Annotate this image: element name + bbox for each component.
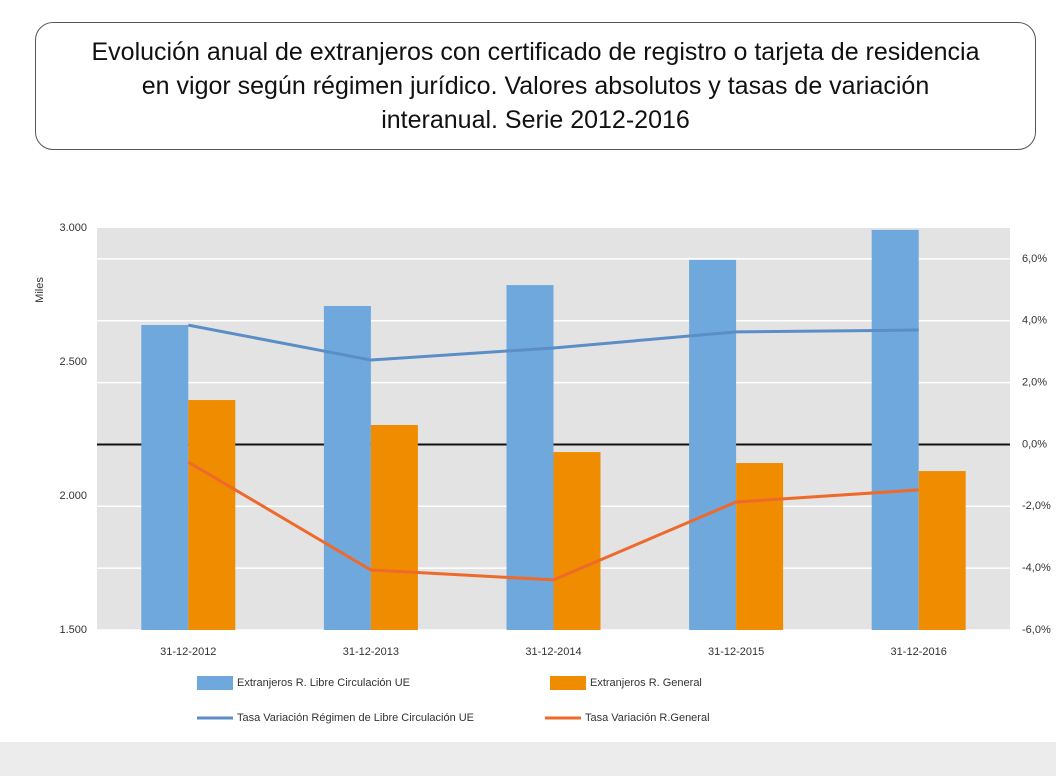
footer-band (0, 742, 1056, 776)
legend-label: Extranjeros R. General (590, 677, 702, 689)
x-tick-label: 31-12-2014 (525, 646, 581, 658)
legend-swatch (197, 676, 233, 690)
legend-label: Tasa Variación R.General (585, 712, 710, 724)
x-tick-label: 31-12-2015 (708, 646, 764, 658)
bar (689, 259, 737, 630)
y2-tick-label: 2,0% (1022, 377, 1047, 389)
y-tick-label: 3.000 (59, 222, 87, 234)
chart-title: Evolución anual de extranjeros con certi… (91, 38, 980, 134)
y2-tick-label: -6,0% (1022, 624, 1051, 636)
legend-label: Extranjeros R. Libre Circulación UE (237, 677, 410, 689)
chart: Miles 1.500 2.000 2.500 3.000 -6,0% -4,0% -2,0… (34, 222, 1051, 724)
y-axis-label: Miles (34, 277, 46, 303)
bar (871, 229, 919, 630)
y2-tick-label: 4,0% (1022, 315, 1047, 327)
legend-label: Tasa Variación Régimen de Libre Circulac… (237, 712, 474, 724)
line (188, 323, 919, 362)
legend-swatch (550, 676, 586, 690)
y2-tick-label: 6,0% (1022, 253, 1047, 265)
bar (506, 285, 554, 630)
x-tick-label: 31-12-2013 (343, 646, 399, 658)
bar (141, 325, 189, 630)
y2-tick-label: 0,0% (1022, 438, 1047, 450)
y-tick-label: 2.500 (59, 356, 87, 368)
y-tick-label: 2.000 (59, 490, 87, 502)
bar (188, 400, 236, 630)
y-tick-label: 1.500 (59, 624, 87, 636)
y2-tick-label: -2,0% (1022, 500, 1051, 512)
y2-tick-label: -4,0% (1022, 562, 1051, 574)
x-tick-label: 31-12-2012 (160, 646, 216, 658)
bar (918, 471, 966, 630)
line (187, 460, 919, 582)
title-box: Evolución anual de extranjeros con certi… (35, 22, 1036, 150)
x-tick-label: 31-12-2016 (891, 646, 947, 658)
bar (553, 452, 601, 630)
bar (736, 463, 784, 630)
bar (370, 424, 418, 630)
